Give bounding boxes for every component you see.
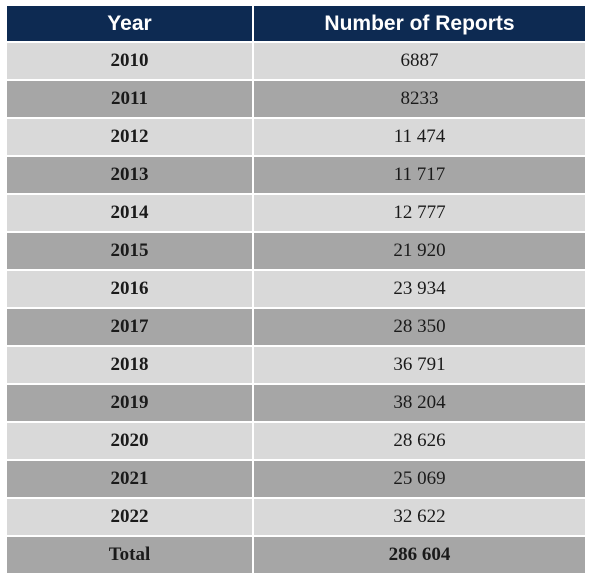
year-cell: 2016 (7, 269, 254, 308)
year-cell: 2013 (7, 155, 254, 194)
year-cell: 2022 (7, 497, 254, 536)
reports-cell: 28 626 (253, 421, 585, 460)
table-row: 2020 28 626 (7, 421, 585, 460)
table-row: 2012 11 474 (7, 117, 585, 156)
year-cell: 2015 (7, 231, 254, 270)
reports-cell: 11 474 (253, 117, 585, 156)
table-row: 2017 28 350 (7, 307, 585, 346)
total-row: Total 286 604 (7, 535, 585, 573)
table-header-row: Year Number of Reports (7, 6, 585, 42)
year-cell: 2012 (7, 117, 254, 156)
table-row: 2014 12 777 (7, 193, 585, 232)
reports-cell: 21 920 (253, 231, 585, 270)
table-row: 2018 36 791 (7, 345, 585, 384)
year-cell: 2019 (7, 383, 254, 422)
reports-cell: 12 777 (253, 193, 585, 232)
reports-cell: 6887 (253, 41, 585, 80)
reports-cell: 23 934 (253, 269, 585, 308)
year-cell: 2021 (7, 459, 254, 498)
table-row: 2022 32 622 (7, 497, 585, 536)
table-row: 2016 23 934 (7, 269, 585, 308)
table-row: 2021 25 069 (7, 459, 585, 498)
table-row: 2011 8233 (7, 79, 585, 118)
table-row: 2013 11 717 (7, 155, 585, 194)
reports-table-container: Year Number of Reports 2010 6887 2011 82… (7, 6, 585, 573)
reports-table: Year Number of Reports 2010 6887 2011 82… (7, 6, 585, 573)
reports-cell: 8233 (253, 79, 585, 118)
year-cell: 2011 (7, 79, 254, 118)
reports-cell: 28 350 (253, 307, 585, 346)
header-year: Year (7, 6, 254, 42)
header-number-of-reports: Number of Reports (253, 6, 585, 42)
table-row: 2019 38 204 (7, 383, 585, 422)
total-label: Total (7, 535, 254, 573)
year-cell: 2017 (7, 307, 254, 346)
table-row: 2010 6887 (7, 41, 585, 80)
reports-cell: 25 069 (253, 459, 585, 498)
reports-cell: 38 204 (253, 383, 585, 422)
reports-cell: 32 622 (253, 497, 585, 536)
reports-cell: 11 717 (253, 155, 585, 194)
year-cell: 2010 (7, 41, 254, 80)
year-cell: 2014 (7, 193, 254, 232)
table-row: 2015 21 920 (7, 231, 585, 270)
reports-cell: 36 791 (253, 345, 585, 384)
year-cell: 2020 (7, 421, 254, 460)
total-value: 286 604 (253, 535, 585, 573)
year-cell: 2018 (7, 345, 254, 384)
